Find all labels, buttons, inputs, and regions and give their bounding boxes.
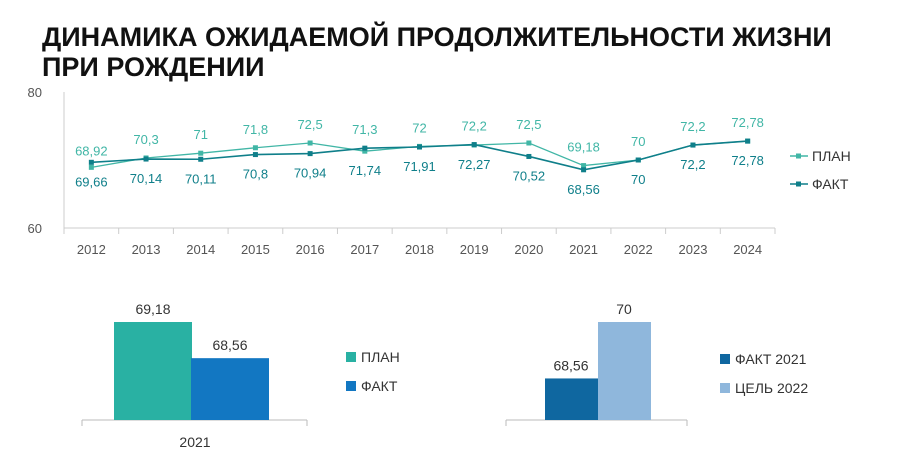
plan-point <box>88 164 94 170</box>
bar-fact-2021-b <box>545 378 598 420</box>
x-tick-label: 2013 <box>132 242 161 257</box>
fact-point <box>471 142 477 148</box>
fact-point <box>362 145 368 151</box>
y-tick-label: 80 <box>28 85 42 100</box>
fact-data-label: 71,91 <box>403 159 436 174</box>
fact-point <box>526 153 532 159</box>
legend-plan-label: ПЛАН <box>812 148 851 164</box>
fact-point <box>745 138 751 144</box>
plan-point <box>581 163 587 169</box>
legend-goal2022-swatch <box>720 383 730 393</box>
bar-goal-2022 <box>598 322 651 420</box>
legend-bar-plan-swatch <box>346 352 356 362</box>
y-tick-label: 60 <box>28 221 42 236</box>
fact-data-label: 70,8 <box>243 167 268 182</box>
fact-point <box>307 151 313 157</box>
legend-bar-fact-label: ФАКТ <box>361 378 398 394</box>
plan-data-label: 72,78 <box>731 115 764 130</box>
fact-data-label: 69,66 <box>75 174 108 189</box>
legend-fact2021-label: ФАКТ 2021 <box>735 351 807 367</box>
fact-point <box>143 156 149 162</box>
x-tick-label: 2014 <box>186 242 215 257</box>
fact-data-label: 70,94 <box>294 166 327 181</box>
x-tick-label: 2016 <box>296 242 325 257</box>
fact-data-label: 72,27 <box>458 157 491 172</box>
plan-point <box>252 145 258 151</box>
x-tick-label: 2019 <box>460 242 489 257</box>
legend-fact-label: ФАКТ <box>812 176 849 192</box>
legend-fact-marker <box>796 181 801 187</box>
x-tick-label: 2021 <box>569 242 598 257</box>
plan-data-label: 71,3 <box>352 122 377 137</box>
plan-data-label: 72,2 <box>680 119 705 134</box>
fact-point <box>198 156 204 162</box>
fact-point <box>252 152 258 158</box>
plan-data-label: 71,8 <box>243 122 268 137</box>
plan-point <box>362 148 368 154</box>
plan-data-label: 71 <box>193 127 207 142</box>
x-tick-label: 2017 <box>350 242 379 257</box>
fact-point <box>635 157 641 163</box>
fact-data-label: 70,11 <box>185 171 217 186</box>
plan-data-label: 70,3 <box>133 132 158 147</box>
x-tick-label: 2023 <box>679 242 708 257</box>
bar-plan-2021 <box>114 322 192 420</box>
fact-point <box>417 144 422 150</box>
plan-data-label: 68,92 <box>75 143 108 158</box>
fact-data-label: 70 <box>631 172 645 187</box>
bar-data-label: 68,56 <box>212 337 247 353</box>
x-tick-label: 2024 <box>733 242 762 257</box>
bar-fact-2021 <box>191 358 269 420</box>
plan-point <box>198 150 204 156</box>
fact-data-label: 71,74 <box>349 163 382 178</box>
fact-data-label: 70,14 <box>130 171 163 186</box>
plan-data-label: 72,2 <box>462 119 487 134</box>
bar1-category-label: 2021 <box>179 434 210 450</box>
bar-data-label: 70 <box>616 301 632 317</box>
legend-bar-fact-swatch <box>346 381 356 391</box>
fact-point <box>690 142 696 148</box>
fact-data-label: 72,2 <box>680 157 705 172</box>
fact-point <box>581 167 587 173</box>
plan-point <box>307 140 313 146</box>
fact-data-label: 68,56 <box>567 182 600 197</box>
x-tick-label: 2015 <box>241 242 270 257</box>
fact-data-label: 72,78 <box>731 153 764 168</box>
x-tick-label: 2022 <box>624 242 653 257</box>
bar-data-label: 69,18 <box>135 301 170 317</box>
plan-data-label: 72,5 <box>297 117 322 132</box>
fact-point <box>88 159 94 165</box>
x-tick-label: 2018 <box>405 242 434 257</box>
legend-plan-marker <box>796 153 801 159</box>
fact-data-label: 70,52 <box>513 168 546 183</box>
plan-point <box>526 140 532 146</box>
plan-data-label: 70 <box>631 134 645 149</box>
bar-data-label: 68,56 <box>553 357 588 373</box>
plan-data-label: 72 <box>412 120 426 135</box>
legend-fact2021-swatch <box>720 354 730 364</box>
plan-data-label: 69,18 <box>567 140 600 155</box>
legend-bar-plan-label: ПЛАН <box>361 349 400 365</box>
legend-goal2022-label: ЦЕЛЬ 2022 <box>735 380 808 396</box>
x-tick-label: 2012 <box>77 242 106 257</box>
page-title: ДИНАМИКА ОЖИДАЕМОЙ ПРОДОЛЖИТЕЛЬНОСТИ ЖИЗ… <box>42 22 832 82</box>
x-tick-label: 2020 <box>514 242 543 257</box>
plan-data-label: 72,5 <box>516 117 541 132</box>
